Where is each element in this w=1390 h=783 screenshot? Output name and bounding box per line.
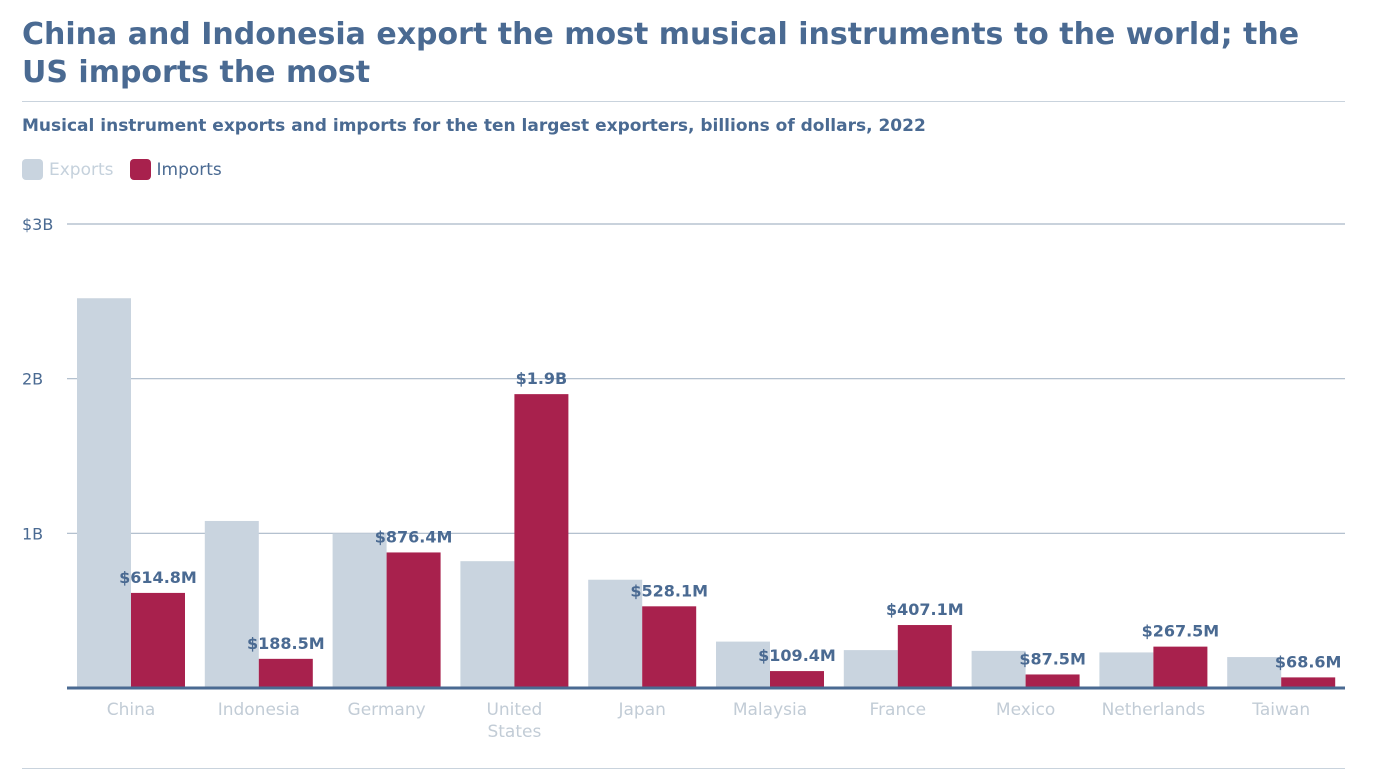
data-label-imports: $267.5M xyxy=(1142,622,1220,641)
bar-imports xyxy=(131,592,185,688)
x-category-label: Germany xyxy=(348,700,426,720)
bar-exports xyxy=(716,641,770,688)
y-tick-label: 2B xyxy=(22,370,43,389)
bar-imports xyxy=(514,394,569,688)
bar-imports xyxy=(770,671,824,688)
bar-imports xyxy=(1025,674,1080,688)
legend-swatch-imports xyxy=(129,159,151,180)
bottom-divider xyxy=(22,768,1345,769)
bar-exports xyxy=(77,298,131,688)
bar-exports xyxy=(1227,657,1282,688)
legend-label-imports: Imports xyxy=(156,159,222,180)
bar-exports xyxy=(1099,652,1154,688)
legend: Exports Imports xyxy=(22,159,238,180)
data-label-imports: $407.1M xyxy=(886,600,964,619)
x-category-label: United States xyxy=(486,700,542,742)
x-category-label: China xyxy=(107,700,156,720)
bar-imports xyxy=(897,625,952,688)
y-tick-label: 1B xyxy=(22,524,43,543)
bar-imports xyxy=(1153,646,1208,688)
legend-item-imports[interactable]: Imports xyxy=(129,159,222,180)
x-category-label: Taiwan xyxy=(1251,700,1310,720)
bar-imports xyxy=(642,606,697,688)
legend-item-exports[interactable]: Exports xyxy=(22,159,114,180)
bar-imports xyxy=(1281,677,1336,688)
data-label-imports: $109.4M xyxy=(758,646,836,665)
bar-exports xyxy=(588,579,643,688)
data-label-imports: $876.4M xyxy=(375,527,453,546)
data-label-imports: $1.9B xyxy=(516,369,568,388)
title-divider xyxy=(22,101,1345,102)
x-category-label: Netherlands xyxy=(1102,700,1206,720)
data-label-imports: $528.1M xyxy=(630,581,708,600)
bar-exports xyxy=(204,520,259,688)
y-tick-label: $3B xyxy=(22,215,53,234)
data-label-imports: $87.5M xyxy=(1019,649,1086,668)
bar-exports xyxy=(332,533,387,688)
x-category-label: Mexico xyxy=(996,700,1055,720)
data-label-imports: $188.5M xyxy=(247,634,325,653)
bar-exports xyxy=(460,561,515,688)
bar-exports xyxy=(843,650,898,688)
data-label-imports: $68.6M xyxy=(1275,652,1342,671)
bar-imports xyxy=(258,658,313,688)
x-category-label: France xyxy=(870,700,927,720)
chart-subtitle: Musical instrument exports and imports f… xyxy=(22,116,926,136)
data-label-imports: $614.8M xyxy=(119,568,197,587)
bar-imports xyxy=(386,552,441,688)
legend-swatch-exports xyxy=(22,159,43,180)
legend-label-exports: Exports xyxy=(49,159,114,180)
x-category-label: Japan xyxy=(617,700,665,720)
bar-exports xyxy=(971,650,1026,688)
chart-title: China and Indonesia export the most musi… xyxy=(22,17,1300,90)
x-category-label: Indonesia xyxy=(218,700,300,720)
x-category-label: Malaysia xyxy=(733,700,807,720)
